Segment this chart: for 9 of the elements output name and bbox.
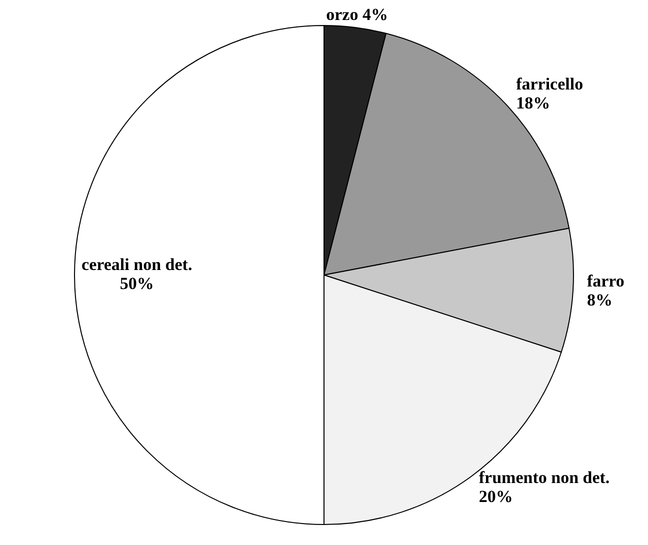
slice-label: frumento non det.: [478, 468, 610, 488]
slice-label: cereali non det.: [82, 254, 192, 274]
data-label: 8%: [586, 290, 612, 310]
data-label: 50%: [120, 274, 154, 293]
data-label: 20%: [478, 487, 513, 506]
slice-label: farro: [586, 271, 624, 290]
slice-label: farricello: [516, 74, 584, 94]
data-label: 18%: [516, 94, 550, 113]
slice-label: orzo 4%: [326, 4, 388, 24]
